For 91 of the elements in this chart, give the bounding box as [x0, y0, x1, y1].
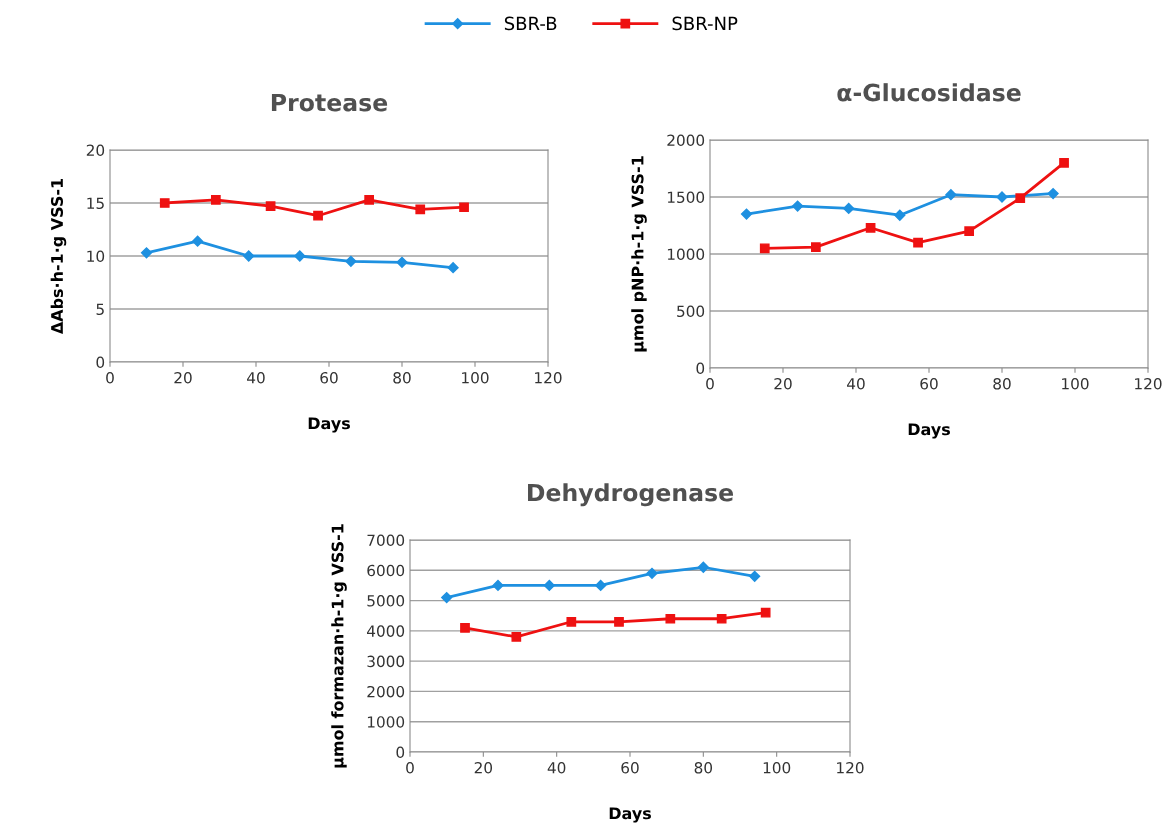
x-tick-label: 80: [694, 761, 713, 774]
y-axis-title: µmol pNP·h-1·g VSS-1: [631, 156, 647, 352]
y-tick-label: 20: [86, 144, 105, 157]
point: [1015, 193, 1026, 204]
legend-label: SBR-B: [504, 16, 557, 31]
y-tick-label: 3000: [367, 655, 405, 668]
x-tick-label: 40: [847, 377, 865, 390]
x-tick-label: 120: [535, 371, 562, 384]
y-axis-title: ΔAbs·h-1·g VSS-1: [50, 178, 67, 335]
x-tick-label: 40: [547, 761, 566, 774]
y-tick-label: 2000: [667, 134, 705, 147]
y-tick-label: 1000: [667, 248, 705, 261]
point: [210, 194, 221, 205]
point: [913, 237, 923, 248]
point: [614, 616, 624, 627]
y-tick-label: 1500: [667, 191, 705, 204]
chart-title: α-Glucosidase: [837, 83, 1021, 102]
point: [460, 622, 470, 633]
y-tick-label: 4000: [367, 625, 405, 637]
x-tick-label: 0: [706, 377, 714, 390]
y-tick-label: 0: [396, 746, 405, 759]
point: [595, 579, 607, 592]
x-tick-label: 80: [993, 377, 1011, 390]
point: [945, 189, 957, 201]
point: [964, 226, 975, 237]
point: [364, 194, 375, 205]
point: [697, 561, 709, 573]
point: [543, 579, 555, 592]
x-tick-label: 20: [174, 371, 192, 384]
y-tick-label: 0: [96, 356, 105, 369]
x-tick-label: 60: [320, 371, 338, 384]
x-tick-label: 100: [763, 761, 791, 774]
x-tick-label: 100: [1062, 377, 1089, 390]
x-tick-label: 0: [406, 761, 414, 774]
x-tick-label: 0: [106, 371, 114, 384]
point: [294, 250, 306, 262]
point: [566, 616, 577, 627]
point: [749, 570, 761, 582]
point: [843, 202, 855, 215]
point: [313, 210, 323, 221]
point: [791, 200, 804, 212]
y-tick-label: 15: [87, 197, 104, 210]
y-axis-title: µmol formazan·h-1·g VSS-1: [331, 524, 347, 768]
legend-label: SBR-NP: [672, 16, 738, 31]
y-tick-label: 500: [677, 305, 705, 318]
x-tick-label: 80: [393, 371, 411, 384]
point: [265, 201, 276, 212]
y-tick-label: 6000: [367, 564, 405, 577]
point: [396, 256, 408, 268]
point: [345, 255, 357, 267]
point: [511, 632, 522, 642]
point: [865, 222, 876, 233]
point: [810, 242, 821, 253]
point: [191, 235, 204, 247]
x-tick-label: 60: [920, 377, 938, 390]
x-tick-label: 20: [774, 377, 792, 390]
point: [740, 208, 753, 220]
point: [1047, 187, 1059, 200]
x-tick-label: 120: [837, 761, 864, 774]
y-tick-label: 7000: [367, 534, 405, 547]
y-tick-label: 1000: [367, 716, 405, 728]
point: [665, 613, 676, 624]
point: [441, 591, 453, 604]
point: [159, 198, 170, 208]
x-axis-title: Days: [308, 417, 350, 433]
point: [415, 204, 426, 215]
x-axis-title: Days: [609, 807, 651, 823]
x-axis-title: Days: [908, 423, 950, 439]
y-tick-label: 2000: [367, 685, 405, 698]
x-tick-label: 120: [1135, 377, 1162, 390]
point: [759, 243, 770, 254]
y-tick-label: 5: [96, 303, 104, 316]
point: [140, 247, 153, 259]
x-tick-label: 40: [247, 371, 265, 384]
chart-title: Protease: [271, 93, 388, 112]
point: [646, 567, 658, 579]
x-tick-label: 20: [474, 761, 493, 774]
point: [492, 579, 504, 592]
point: [894, 209, 906, 221]
y-tick-label: 10: [87, 250, 105, 263]
chart-title: Dehydrogenase: [528, 483, 734, 507]
point: [459, 202, 469, 213]
point: [716, 613, 727, 624]
point: [760, 607, 771, 618]
x-tick-label: 100: [462, 371, 489, 384]
point: [1059, 157, 1069, 168]
point: [447, 262, 459, 274]
y-tick-label: 5000: [367, 595, 405, 607]
x-tick-label: 60: [621, 761, 639, 774]
point: [243, 250, 255, 262]
y-tick-label: 0: [696, 362, 705, 375]
